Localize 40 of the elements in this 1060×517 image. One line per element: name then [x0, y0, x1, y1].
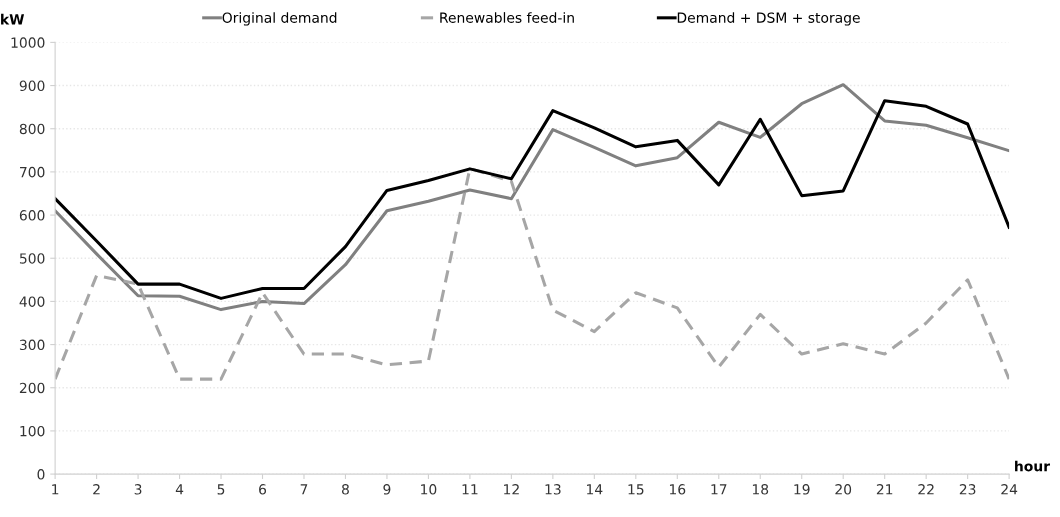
x-axis-title: hour [1015, 460, 1051, 472]
x-tick-label: 18 [752, 484, 769, 495]
y-tick-label: 200 [19, 382, 45, 394]
x-tick-label: 24 [1001, 484, 1018, 495]
x-tick-label: 14 [587, 484, 603, 495]
legend-label: Demand + DSM + storage [677, 12, 860, 26]
y-axis-title: kW [1, 13, 25, 25]
y-tick-label: 400 [19, 296, 45, 307]
x-tick-label: 17 [711, 484, 727, 495]
y-tick-label: 1000 [11, 37, 45, 48]
y-tick-label: 500 [19, 253, 45, 264]
x-tick-label: 8 [341, 484, 349, 495]
x-tick-label: 4 [175, 484, 184, 495]
x-tick-label: 5 [217, 484, 225, 495]
x-tick-label: 16 [669, 484, 686, 495]
x-tick-label: 1 [52, 484, 59, 495]
x-tick-label: 23 [959, 484, 976, 495]
y-tick-label: 300 [19, 339, 45, 351]
x-tick-label: 21 [876, 484, 893, 495]
x-tick-label: 11 [462, 484, 478, 495]
x-tick-label: 12 [504, 484, 519, 495]
x-tick-label: 3 [134, 484, 142, 495]
x-tick-label: 22 [918, 484, 934, 495]
y-tick-label: 0 [37, 469, 45, 480]
y-tick-label: 700 [20, 166, 45, 178]
x-tick-label: 19 [794, 484, 810, 495]
y-tick-label: 900 [19, 80, 45, 92]
x-tick-label: 2 [93, 484, 100, 495]
y-tick-label: 800 [19, 123, 45, 135]
legend-label: Original demand [222, 12, 337, 26]
y-tick-label: 600 [19, 210, 45, 221]
x-tick-label: 15 [628, 484, 644, 495]
x-tick-label: 9 [383, 484, 391, 495]
x-tick-label: 20 [835, 484, 852, 495]
x-tick-label: 10 [421, 484, 437, 495]
legend-label: Renewables feed-in [440, 12, 574, 23]
x-tick-label: 6 [259, 484, 267, 495]
x-tick-label: 13 [545, 484, 561, 495]
x-tick-label: 7 [300, 484, 308, 495]
y-tick-label: 100 [20, 425, 45, 437]
